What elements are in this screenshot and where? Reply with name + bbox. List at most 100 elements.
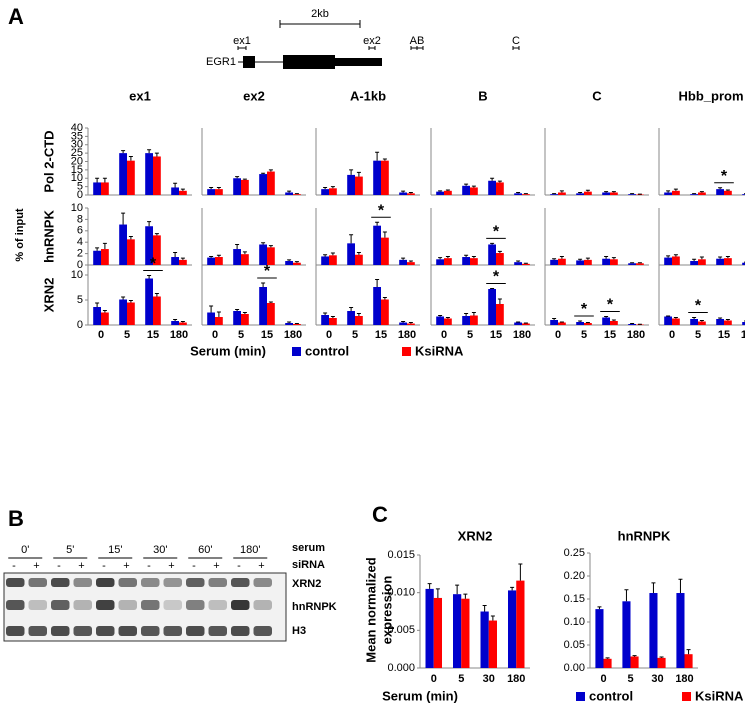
error-bar — [382, 231, 387, 238]
bar — [444, 190, 452, 195]
x-tick-label: 15 — [375, 329, 387, 341]
error-bar — [121, 212, 126, 225]
y-axis-label-line: Mean normalized — [363, 557, 378, 663]
bar — [329, 318, 337, 325]
y-tick-label: 2 — [77, 248, 83, 260]
error-bar — [323, 186, 328, 190]
bar — [241, 254, 249, 265]
bar — [347, 243, 355, 265]
bar — [93, 182, 101, 195]
legend-swatch — [292, 347, 301, 356]
error-bar — [692, 317, 697, 319]
bar — [610, 259, 618, 265]
bar — [444, 258, 452, 265]
error-bar — [464, 254, 469, 258]
bar — [716, 258, 724, 265]
blot-band — [6, 626, 25, 636]
error-bar — [242, 312, 247, 314]
bar — [690, 319, 698, 325]
bar — [558, 322, 566, 325]
bar — [550, 194, 558, 195]
y-tick-label: 25 — [71, 147, 83, 159]
bar — [595, 609, 604, 668]
error-bar — [401, 257, 406, 260]
bar — [329, 255, 337, 265]
bar — [522, 194, 530, 195]
error-bar — [102, 310, 107, 313]
y-tick-label: 40 — [71, 122, 83, 134]
error-bar — [471, 185, 476, 188]
bar — [470, 187, 478, 195]
error-bar — [294, 323, 299, 324]
bar — [436, 191, 444, 195]
error-bar — [604, 191, 609, 193]
error-bar — [611, 319, 616, 321]
blot-band — [28, 600, 47, 610]
column-title: C — [592, 88, 602, 103]
error-bar — [209, 255, 214, 258]
error-bar — [516, 191, 521, 194]
bar — [664, 257, 672, 265]
error-bar — [692, 258, 697, 262]
error-bar — [464, 183, 469, 186]
error-bar — [455, 584, 460, 595]
legend-label: KsiRNA — [415, 343, 464, 358]
error-bar — [294, 193, 299, 195]
x-tick-label: 15 — [261, 329, 273, 341]
blot-band — [141, 578, 160, 587]
x-tick-label: 5 — [238, 329, 244, 341]
significance-mark: * — [581, 301, 588, 318]
error-bar — [497, 180, 502, 183]
sirna-sign: + — [78, 560, 84, 572]
bar — [373, 160, 381, 195]
error-bar — [349, 169, 354, 175]
error-bar — [578, 191, 583, 194]
bar — [522, 263, 530, 265]
error-bar — [173, 182, 178, 188]
bar — [514, 322, 522, 325]
gene-map: 2kb EGR1 ex1 ex2 AB C — [206, 8, 520, 69]
error-bar — [651, 582, 656, 594]
y-tick-label: 10 — [71, 202, 83, 214]
bar — [742, 262, 745, 265]
error-bar — [673, 254, 678, 257]
error-bar — [438, 315, 443, 317]
x-tick-label: 5 — [581, 329, 587, 341]
blot-band — [253, 578, 272, 587]
bar — [649, 593, 658, 668]
blot-band — [186, 600, 205, 610]
sirna-sign: + — [33, 560, 39, 572]
error-bar — [699, 320, 704, 322]
row-label: serum — [292, 542, 325, 554]
x-tick-label: 0 — [669, 329, 675, 341]
column-title: B — [478, 88, 487, 103]
error-bar — [471, 255, 476, 259]
error-bar — [375, 221, 380, 226]
error-bar — [497, 298, 502, 304]
bar — [470, 315, 478, 325]
legend-swatch — [576, 692, 585, 701]
y-tick-label: 0.15 — [564, 593, 585, 605]
x-tick-label: 180 — [170, 329, 188, 341]
bar — [496, 304, 504, 325]
bar — [119, 153, 127, 195]
x-tick-label: 0 — [600, 673, 606, 685]
error-bar — [180, 321, 185, 323]
error-bar — [287, 321, 292, 323]
bar — [207, 312, 215, 325]
bar — [436, 316, 444, 325]
significance-mark: * — [695, 298, 702, 315]
error-bar — [666, 190, 671, 193]
error-bar — [666, 315, 671, 317]
bar — [93, 250, 101, 265]
error-bar — [375, 279, 380, 287]
error-bar — [128, 155, 133, 161]
blot-band — [163, 626, 182, 636]
bar — [101, 249, 109, 265]
error-bar — [692, 193, 697, 195]
bar — [724, 320, 732, 325]
error-bar — [523, 262, 528, 264]
error-bar — [95, 302, 100, 307]
bar — [355, 254, 363, 265]
x-tick-label: 5 — [458, 673, 464, 685]
